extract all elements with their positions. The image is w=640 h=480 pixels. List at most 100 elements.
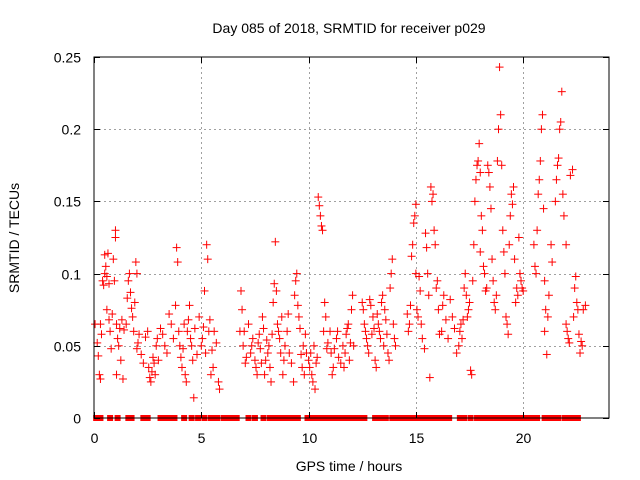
data-point bbox=[558, 190, 567, 199]
data-point bbox=[306, 349, 315, 358]
data-point bbox=[541, 305, 550, 314]
data-point bbox=[454, 341, 463, 350]
data-point bbox=[464, 305, 473, 314]
data-point bbox=[407, 252, 416, 261]
data-point bbox=[106, 327, 115, 336]
data-point bbox=[190, 324, 199, 333]
data-point bbox=[118, 375, 127, 384]
data-point bbox=[578, 341, 587, 350]
data-point bbox=[144, 363, 153, 372]
data-point bbox=[552, 175, 561, 184]
data-point bbox=[465, 298, 474, 307]
data-point bbox=[389, 320, 398, 329]
data-point bbox=[554, 154, 563, 163]
data-point bbox=[240, 327, 249, 336]
data-point bbox=[378, 291, 387, 300]
data-point bbox=[165, 310, 174, 319]
data-point bbox=[388, 255, 397, 264]
ticks bbox=[94, 57, 609, 419]
data-point bbox=[365, 295, 374, 304]
x-axis-label: GPS time / hours bbox=[296, 458, 403, 474]
data-point bbox=[344, 320, 353, 329]
data-point bbox=[533, 226, 542, 235]
data-point bbox=[272, 286, 281, 295]
data-point bbox=[469, 240, 478, 249]
data-point bbox=[209, 363, 218, 372]
data-point bbox=[132, 269, 141, 278]
data-point bbox=[532, 269, 541, 278]
data-point bbox=[276, 349, 285, 358]
y-tick-label: 0.05 bbox=[54, 339, 81, 355]
data-point bbox=[515, 269, 524, 278]
data-point bbox=[476, 247, 485, 256]
data-point bbox=[332, 334, 341, 343]
data-point bbox=[269, 298, 278, 307]
data-point bbox=[403, 310, 412, 319]
data-point bbox=[258, 312, 267, 321]
data-point bbox=[566, 171, 575, 180]
y-tick-label: 0.15 bbox=[54, 194, 81, 210]
data-point bbox=[114, 341, 123, 350]
data-point bbox=[263, 349, 272, 358]
data-point bbox=[200, 286, 209, 295]
data-point bbox=[483, 161, 492, 170]
data-point bbox=[581, 301, 590, 310]
data-point bbox=[377, 298, 386, 307]
x-tick-label: 15 bbox=[409, 430, 425, 446]
data-point bbox=[273, 320, 282, 329]
data-point bbox=[544, 291, 553, 300]
data-point bbox=[252, 363, 261, 372]
data-point bbox=[348, 291, 357, 300]
data-point bbox=[542, 350, 551, 359]
data-point bbox=[559, 211, 568, 220]
data-point bbox=[452, 349, 461, 358]
data-point bbox=[162, 349, 171, 358]
data-point bbox=[250, 356, 259, 365]
data-point bbox=[345, 356, 354, 365]
data-point bbox=[461, 269, 470, 278]
data-point bbox=[432, 284, 441, 293]
data-point bbox=[482, 284, 491, 293]
data-point bbox=[185, 301, 194, 310]
data-point bbox=[198, 334, 207, 343]
data-point bbox=[342, 330, 351, 339]
data-point bbox=[316, 211, 325, 220]
data-point bbox=[382, 330, 391, 339]
data-point bbox=[214, 377, 223, 386]
data-point bbox=[297, 350, 306, 359]
data-point bbox=[105, 279, 114, 288]
data-point bbox=[568, 165, 577, 174]
data-point bbox=[199, 323, 208, 332]
data-point bbox=[115, 324, 124, 333]
data-point bbox=[375, 327, 384, 336]
chart-title: Day 085 of 2018, SRMTID for receiver p02… bbox=[212, 20, 485, 36]
data-point bbox=[540, 327, 549, 336]
data-point bbox=[292, 269, 301, 278]
data-point bbox=[287, 359, 296, 368]
data-point bbox=[367, 330, 376, 339]
data-point bbox=[368, 312, 377, 321]
data-point bbox=[110, 276, 119, 285]
data-point bbox=[537, 125, 546, 134]
data-point bbox=[364, 349, 373, 358]
data-point bbox=[270, 279, 279, 288]
data-point bbox=[171, 301, 180, 310]
data-point bbox=[299, 341, 308, 350]
data-point bbox=[193, 350, 201, 359]
data-point bbox=[423, 269, 432, 278]
data-point bbox=[338, 341, 347, 350]
data-point bbox=[128, 312, 137, 321]
data-point bbox=[455, 327, 464, 336]
data-point bbox=[314, 193, 323, 202]
data-point bbox=[94, 351, 103, 360]
data-point bbox=[411, 200, 420, 209]
data-point bbox=[154, 356, 163, 365]
data-point bbox=[359, 305, 368, 314]
data-point bbox=[103, 249, 112, 258]
data-point bbox=[132, 344, 141, 353]
data-point bbox=[459, 315, 468, 324]
data-point bbox=[280, 341, 289, 350]
data-point bbox=[158, 330, 167, 339]
data-point bbox=[274, 327, 283, 336]
data-point bbox=[177, 363, 186, 372]
